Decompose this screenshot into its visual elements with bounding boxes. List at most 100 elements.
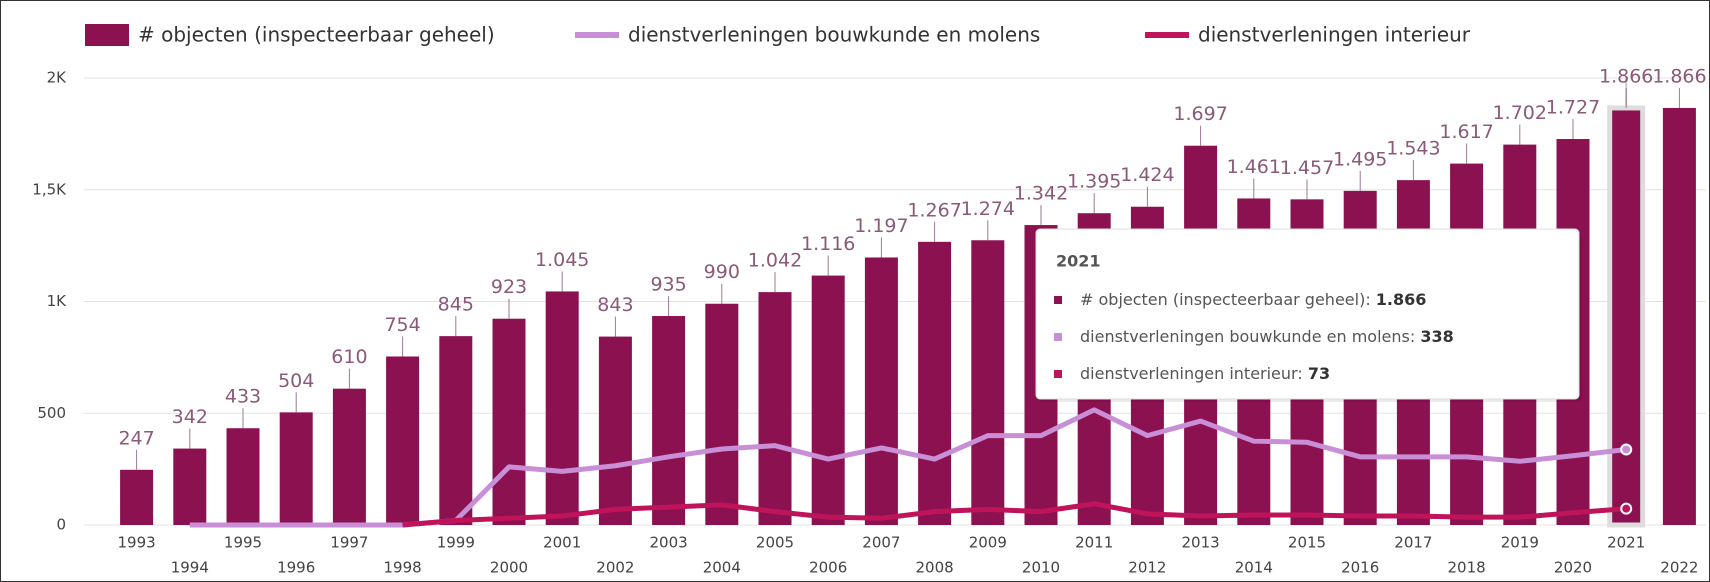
tooltip-value: 1.866 [1376,290,1427,309]
y-tick-label: 1K [47,292,68,310]
bar [918,241,952,525]
x-tick-label: 1998 [384,559,422,577]
x-tick-label: 2020 [1554,559,1592,577]
data-label: 1.866 [1652,65,1706,87]
legend-label[interactable]: dienstverleningen bouwkunde en molens [628,23,1040,47]
legend-label[interactable]: # objecten (inspecteerbaar geheel) [138,23,495,47]
tooltip-row: dienstverleningen interieur: 73 [1080,364,1330,383]
x-tick-label: 2000 [490,559,528,577]
tooltip-value: 73 [1308,364,1330,383]
data-label: 1.495 [1333,148,1387,170]
bar [971,240,1005,526]
tooltip-label: # objecten (inspecteerbaar geheel): [1080,290,1376,309]
data-label: 845 [438,294,474,316]
x-tick-label: 1996 [277,559,315,577]
data-label: 990 [704,261,740,283]
data-label: 1.697 [1173,103,1227,125]
y-tick-label: 500 [37,404,66,422]
bar [120,469,154,525]
tooltip-label: dienstverleningen interieur: [1080,364,1308,383]
tooltip-title: 2021 [1056,252,1101,271]
x-tick-label: 2006 [809,559,847,577]
data-label: 1.116 [801,233,855,255]
data-label: 923 [491,276,527,298]
x-tick-label: 2007 [862,534,900,552]
x-tick-label: 2002 [596,559,634,577]
x-tick-label: 1994 [171,559,209,577]
data-label: 433 [225,386,261,408]
x-tick-label: 2021 [1607,534,1645,552]
x-tick-label: 2016 [1341,559,1379,577]
x-tick-label: 2012 [1128,559,1166,577]
hover-marker [1620,502,1633,515]
bar [705,303,739,525]
x-tick-label: 2011 [1075,534,1113,552]
x-tick-label: 2014 [1235,559,1273,577]
data-label: 610 [331,346,367,368]
x-tick-label: 2008 [916,559,954,577]
x-tick-label: 2003 [650,534,688,552]
bar [545,291,579,525]
x-tick-label: 2004 [703,559,741,577]
x-tick-label: 1993 [118,534,156,552]
tooltip-bullet [1054,333,1062,341]
x-tick-label: 2017 [1394,534,1432,552]
data-label: 935 [650,274,686,296]
y-tick-label: 2K [47,69,68,87]
bar [492,318,526,525]
x-tick-label: 2018 [1448,559,1486,577]
y-tick-label: 0 [56,516,66,534]
bar [758,292,792,525]
data-label: 1.395 [1067,171,1121,193]
bar [439,336,473,525]
bar [864,257,898,525]
line [402,501,1627,528]
tooltip-bullet [1054,370,1062,378]
legend-swatch [1145,32,1189,38]
bar [652,316,686,525]
bar [598,336,632,525]
x-tick-label: 1997 [330,534,368,552]
y-tick-label: 1,5K [32,180,67,198]
data-label: 342 [172,406,208,428]
data-label: 1.045 [535,249,589,271]
data-label: 1.342 [1014,183,1068,205]
tooltip-bullet [1054,296,1062,304]
bar [386,356,420,525]
legend-label[interactable]: dienstverleningen interieur [1198,23,1471,47]
data-label: 1.727 [1546,97,1600,119]
data-label: 1.274 [961,198,1015,220]
data-label: 1.543 [1386,138,1440,160]
bar [173,448,207,525]
data-label: 1.457 [1280,157,1334,179]
x-tick-label: 2010 [1022,559,1060,577]
tooltip-row: # objecten (inspecteerbaar geheel): 1.86… [1080,290,1426,309]
bar [1662,107,1696,525]
data-label: 1.424 [1120,164,1174,186]
x-tick-label: 2019 [1501,534,1539,552]
bar [226,428,260,525]
data-label: 504 [278,370,314,392]
x-tick-label: 2001 [543,534,581,552]
bar [811,275,845,525]
data-label: 247 [118,427,154,449]
bar [1607,105,1646,528]
legend-swatch [85,24,129,46]
tooltip-value: 338 [1420,327,1453,346]
data-label: 1.267 [907,199,961,221]
tooltip-box [1035,228,1580,400]
bar [332,388,366,525]
data-label: 1.702 [1493,102,1547,124]
legend-swatch [575,32,619,38]
x-tick-label: 2022 [1660,559,1698,577]
data-label: 754 [384,314,420,336]
data-label: 1.461 [1227,156,1281,178]
tooltip-row: dienstverleningen bouwkunde en molens: 3… [1080,327,1454,346]
tooltip-label: dienstverleningen bouwkunde en molens: [1080,327,1420,346]
data-label: 843 [597,294,633,316]
x-tick-label: 2005 [756,534,794,552]
x-tick-label: 1995 [224,534,262,552]
data-label: 1.866 [1599,65,1653,87]
x-tick-label: 2015 [1288,534,1326,552]
